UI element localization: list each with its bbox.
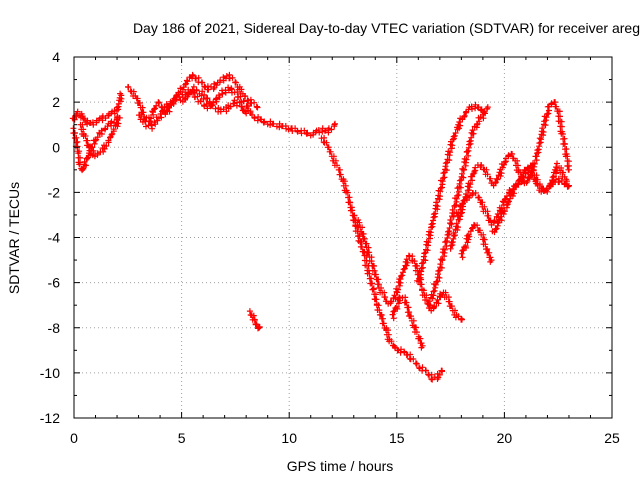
x-tick-labels: 0 5 10 15 20 25 <box>70 430 620 446</box>
x-tick-label: 10 <box>281 430 297 446</box>
data-point-markers <box>246 308 263 332</box>
y-tick-label: -12 <box>40 410 60 426</box>
data-series <box>249 111 338 139</box>
y-tick-label: -6 <box>48 275 61 291</box>
y-axis-label: SDTVAR / TECUs <box>6 182 22 294</box>
data-point-markers <box>177 83 250 117</box>
data-point-markers <box>249 111 338 139</box>
y-tick-label: -10 <box>40 365 60 381</box>
data-point-markers <box>458 221 495 265</box>
data-series <box>69 90 125 128</box>
plot-points <box>69 71 572 383</box>
data-series <box>70 114 121 174</box>
data-series <box>414 101 491 285</box>
chart-grid <box>74 57 612 418</box>
data-series <box>177 83 250 117</box>
data-point-markers <box>489 160 570 236</box>
x-tick-label: 0 <box>70 430 78 446</box>
x-tick-label: 20 <box>497 430 513 446</box>
y-tick-label: -2 <box>48 184 61 200</box>
data-point-markers <box>389 294 426 351</box>
data-point-markers <box>318 134 446 383</box>
data-series <box>458 221 495 265</box>
data-series <box>318 134 446 383</box>
y-tick-label: 2 <box>52 94 60 110</box>
y-tick-label: -4 <box>48 230 61 246</box>
x-tick-label: 25 <box>604 430 620 446</box>
data-point-markers <box>69 90 125 128</box>
y-tick-labels: 4 2 0 -2 -4 -6 -8 -10 -12 <box>40 49 60 426</box>
data-series <box>489 160 570 236</box>
data-series <box>389 294 426 351</box>
x-axis-label: GPS time / hours <box>287 458 394 474</box>
data-point-markers <box>70 114 121 174</box>
chart-title: Day 186 of 2021, Sidereal Day-to-day VTE… <box>133 20 640 36</box>
y-tick-label: 0 <box>52 139 60 155</box>
data-point-markers <box>425 109 488 309</box>
data-point-markers <box>414 101 491 285</box>
data-series <box>246 308 263 332</box>
y-tick-label: 4 <box>52 49 60 65</box>
data-series <box>425 109 488 309</box>
x-tick-label: 5 <box>178 430 186 446</box>
axis-ticks <box>73 56 613 419</box>
data-point-markers <box>77 114 123 160</box>
x-tick-label: 15 <box>389 430 405 446</box>
data-series <box>77 114 123 160</box>
y-tick-label: -8 <box>48 320 61 336</box>
